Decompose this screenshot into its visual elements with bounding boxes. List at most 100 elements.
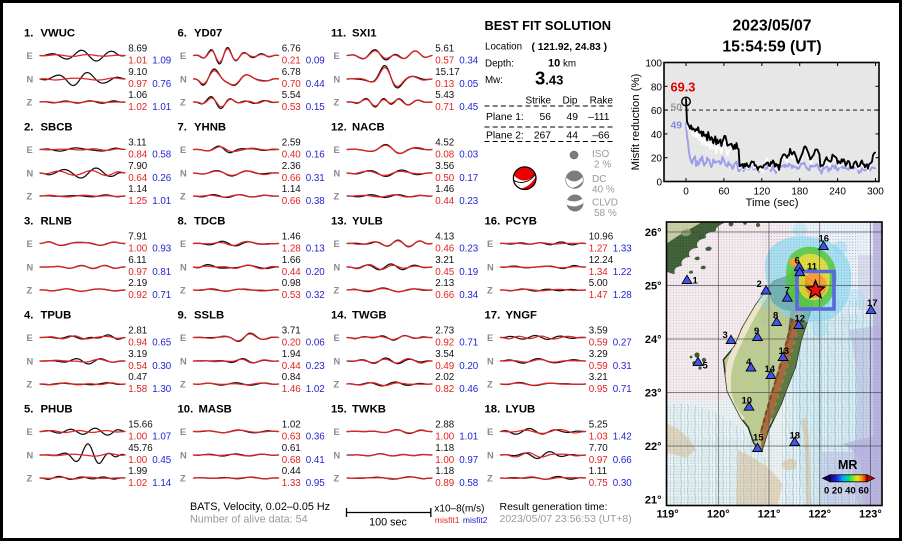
svg-text:1.28: 1.28	[282, 243, 302, 254]
svg-text:0.31: 0.31	[306, 173, 325, 184]
svg-text:2.81: 2.81	[128, 326, 147, 337]
svg-text:1.02: 1.02	[128, 102, 147, 113]
svg-text:0.34: 0.34	[459, 55, 479, 66]
svg-text:N: N	[487, 357, 494, 367]
svg-text:0.40: 0.40	[282, 149, 302, 160]
svg-text:0.31: 0.31	[613, 361, 632, 372]
svg-text:E: E	[334, 51, 340, 61]
svg-text:1.02: 1.02	[306, 384, 325, 395]
svg-text:N: N	[487, 451, 494, 461]
svg-text:24°: 24°	[645, 334, 662, 346]
svg-text:E: E	[180, 333, 186, 343]
svg-text:0.57: 0.57	[435, 55, 454, 66]
svg-text:9: 9	[754, 326, 759, 337]
svg-text:Z: Z	[334, 286, 340, 296]
svg-text:VWUC: VWUC	[41, 28, 76, 40]
svg-text:E: E	[27, 145, 33, 155]
svg-text:Z: Z	[487, 286, 493, 296]
svg-text:1.46: 1.46	[435, 184, 455, 195]
svg-text:0.98: 0.98	[282, 278, 302, 289]
svg-text:0.66: 0.66	[435, 290, 455, 301]
svg-text:21°: 21°	[645, 495, 662, 507]
svg-text:50: 50	[671, 103, 683, 114]
svg-text:E: E	[27, 239, 33, 249]
svg-text:100: 100	[645, 59, 662, 70]
svg-text:NACB: NACB	[352, 122, 385, 134]
svg-text:0.34: 0.34	[459, 290, 479, 301]
svg-text:49: 49	[671, 121, 683, 132]
svg-text:2023/05/07 23:56:53 (UT+8): 2023/05/07 23:56:53 (UT+8)	[500, 513, 632, 525]
svg-text:18: 18	[790, 431, 801, 442]
svg-text:0.47: 0.47	[128, 372, 147, 383]
svg-text:0.66: 0.66	[282, 173, 302, 184]
svg-text:12.24: 12.24	[589, 255, 614, 266]
svg-text:1.00: 1.00	[435, 431, 455, 442]
svg-text:SSLB: SSLB	[194, 310, 224, 322]
svg-text:0.64: 0.64	[128, 173, 148, 184]
svg-text:0.92: 0.92	[435, 337, 454, 348]
svg-text:Misfit reduction (%): Misfit reduction (%)	[630, 73, 642, 170]
svg-text:E: E	[334, 145, 340, 155]
svg-text:Z: Z	[180, 98, 186, 108]
svg-text:Z: Z	[487, 474, 493, 484]
svg-text:2.13: 2.13	[435, 278, 455, 289]
svg-text:CLVD: CLVD	[592, 198, 618, 209]
svg-text:3.59: 3.59	[589, 326, 608, 337]
svg-text:E: E	[27, 427, 33, 437]
svg-text:0.95: 0.95	[589, 384, 609, 395]
svg-text:5: 5	[703, 361, 709, 372]
svg-text:N: N	[334, 169, 341, 179]
svg-text:11: 11	[807, 262, 818, 273]
svg-text:6: 6	[795, 256, 800, 267]
svg-text:Z: Z	[180, 474, 186, 484]
svg-text:45.76: 45.76	[128, 443, 153, 454]
svg-text:122°: 122°	[808, 509, 831, 521]
svg-text:SBCB: SBCB	[41, 122, 73, 134]
svg-text:1.14: 1.14	[152, 478, 172, 489]
svg-text:YULB: YULB	[352, 216, 383, 228]
svg-text:LYUB: LYUB	[506, 404, 536, 416]
svg-text:YNGF: YNGF	[506, 310, 537, 322]
svg-text:E: E	[27, 333, 33, 343]
svg-text:1.34: 1.34	[589, 267, 609, 278]
svg-text:5.00: 5.00	[589, 278, 609, 289]
svg-text:3.11: 3.11	[128, 138, 146, 149]
svg-text:0.44: 0.44	[282, 267, 302, 278]
svg-text:15.: 15.	[331, 404, 347, 416]
svg-text:2.88: 2.88	[435, 420, 455, 431]
svg-text:3.21: 3.21	[589, 372, 608, 383]
svg-text:10: 10	[548, 57, 560, 69]
svg-text:0.71: 0.71	[435, 102, 454, 113]
svg-text:1.33: 1.33	[613, 243, 633, 254]
svg-text:180: 180	[791, 187, 808, 198]
svg-text:7.: 7.	[178, 122, 187, 134]
svg-text:0.71: 0.71	[459, 337, 478, 348]
svg-text:13: 13	[779, 346, 790, 357]
svg-text:Z: Z	[334, 98, 340, 108]
svg-text:E: E	[180, 51, 186, 61]
svg-text:16.: 16.	[485, 216, 501, 228]
svg-text:1.14: 1.14	[282, 184, 302, 195]
svg-text:RLNB: RLNB	[41, 216, 72, 228]
svg-text:10.96: 10.96	[589, 232, 614, 243]
svg-text:E: E	[334, 239, 340, 249]
svg-text:5.54: 5.54	[282, 90, 302, 101]
svg-text:10: 10	[742, 396, 753, 407]
svg-text:Z: Z	[180, 380, 186, 390]
svg-text:N: N	[27, 75, 34, 85]
svg-text:3.: 3.	[24, 216, 33, 228]
svg-text:0.61: 0.61	[282, 443, 301, 454]
svg-text:0.30: 0.30	[152, 361, 172, 372]
svg-text:0.27: 0.27	[613, 337, 632, 348]
svg-text:N: N	[180, 169, 187, 179]
svg-text:120: 120	[753, 187, 770, 198]
svg-text:1.07: 1.07	[152, 431, 171, 442]
svg-text:8.69: 8.69	[128, 44, 147, 55]
svg-text:1.66: 1.66	[282, 255, 302, 266]
svg-text:N: N	[180, 357, 187, 367]
svg-text:15: 15	[753, 433, 764, 444]
svg-text:1.00: 1.00	[128, 431, 148, 442]
svg-text:22°: 22°	[645, 441, 662, 453]
svg-text:1.99: 1.99	[128, 466, 147, 477]
svg-text:240: 240	[829, 187, 846, 198]
